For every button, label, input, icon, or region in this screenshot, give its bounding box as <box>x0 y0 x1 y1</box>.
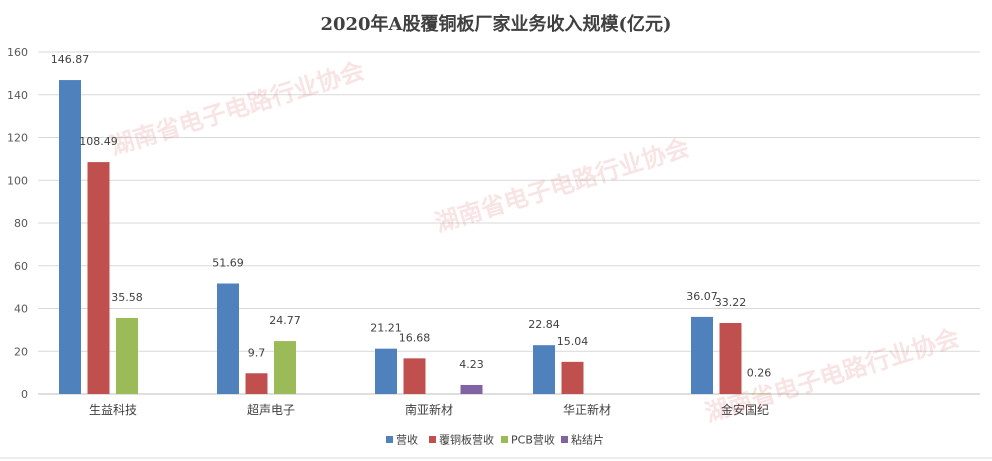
legend-swatch <box>429 436 436 443</box>
bar <box>691 316 713 394</box>
data-label: 22.84 <box>528 318 560 331</box>
bar <box>748 393 770 395</box>
bar <box>116 317 138 394</box>
y-tick-label: 80 <box>14 217 28 230</box>
data-label: 24.77 <box>269 314 301 327</box>
legend-swatch <box>561 436 568 443</box>
legend-swatch <box>501 436 508 443</box>
data-label: 146.87 <box>51 53 90 66</box>
legend-label: 粘结片 <box>571 433 604 447</box>
bar <box>217 283 239 394</box>
data-label: 9.7 <box>248 346 266 359</box>
x-tick-label: 金安国纪 <box>721 402 769 417</box>
x-tick-label: 超声电子 <box>247 402 295 417</box>
x-tick-label: 华正新材 <box>563 402 611 417</box>
bar <box>561 361 584 394</box>
y-tick-label: 160 <box>7 46 28 59</box>
legend-label: 覆铜板营收 <box>439 433 494 447</box>
data-label: 15.04 <box>557 335 589 348</box>
y-tick-label: 100 <box>7 174 28 187</box>
legend-label: 营收 <box>396 433 418 447</box>
y-tick-label: 60 <box>14 260 28 273</box>
bar <box>87 162 110 394</box>
bar <box>375 348 397 394</box>
bar <box>533 345 555 394</box>
bar <box>403 358 426 394</box>
bar <box>719 322 742 394</box>
legend-label: PCB营收 <box>511 433 555 447</box>
x-tick-label: 南亚新材 <box>405 402 453 417</box>
y-tick-label: 140 <box>7 89 28 102</box>
y-tick-label: 120 <box>7 132 28 145</box>
y-tick-label: 0 <box>21 388 28 401</box>
data-label: 51.69 <box>212 257 244 270</box>
bar <box>59 80 81 395</box>
bar <box>274 341 296 394</box>
data-label: 21.21 <box>370 322 402 335</box>
data-label: 33.22 <box>715 296 747 309</box>
legend-swatch <box>386 436 393 443</box>
data-label: 4.23 <box>459 358 484 371</box>
data-label: 35.58 <box>111 291 143 304</box>
data-label: 108.49 <box>79 135 118 148</box>
y-tick-label: 40 <box>14 303 28 316</box>
x-tick-label: 生益科技 <box>89 403 137 417</box>
data-label: 36.07 <box>686 290 718 303</box>
y-tick-label: 20 <box>14 345 28 358</box>
bar <box>245 373 268 394</box>
data-label: 16.68 <box>399 331 431 344</box>
data-label: 0.26 <box>747 366 772 379</box>
chart-title: 2020年A股覆铜板厂家业务收入规模(亿元) <box>320 14 672 35</box>
bar <box>460 384 483 394</box>
